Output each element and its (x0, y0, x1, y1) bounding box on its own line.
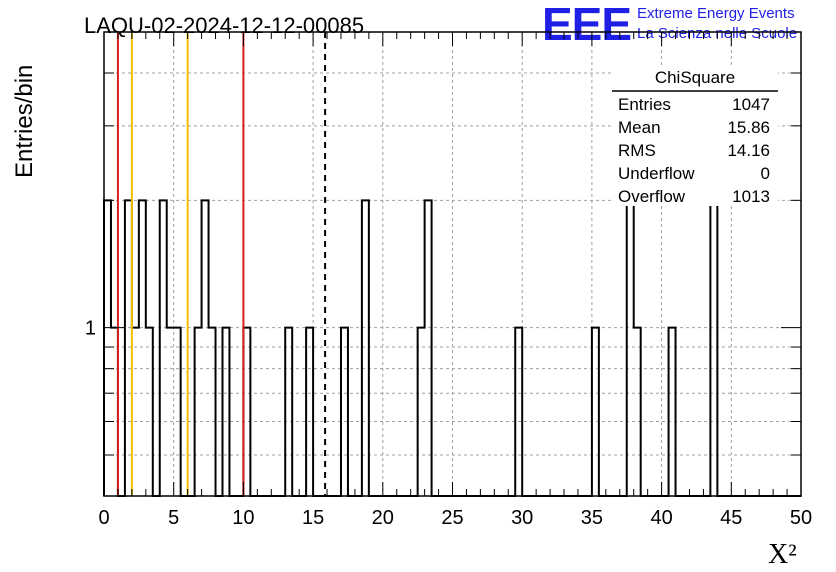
marker-lines (116, 32, 327, 496)
stats-box: ChiSquare Entries 1047 Mean 15.86 RMS 14.16 Und… (612, 66, 778, 206)
stats-box-bg (612, 66, 778, 206)
eee-logo-mark: EEE (542, 0, 631, 50)
stats-row-value: 1013 (732, 187, 770, 206)
histogram-bin (167, 328, 174, 496)
histogram-bin (139, 200, 146, 496)
histogram-bin (146, 328, 153, 496)
x-tick-label: 50 (790, 507, 812, 529)
chart-title: LAQU-02-2024-12-12-00085 (84, 13, 364, 38)
histogram-bin (195, 328, 202, 496)
histogram-bin (341, 328, 348, 496)
histogram-bin (592, 328, 599, 496)
y-ticks: 1 (85, 72, 801, 456)
stats-row-value: 0 (761, 164, 770, 183)
x-tick-label: 10 (232, 507, 254, 529)
x-tick-label: 5 (168, 507, 179, 529)
histogram-bin (627, 200, 634, 496)
histogram-bin (104, 200, 111, 496)
x-tick-label: 0 (98, 507, 109, 529)
x-axis-label: X² (768, 539, 797, 570)
x-tick-label: 40 (650, 507, 672, 529)
histogram-bin (362, 200, 369, 496)
x-tick-label: 45 (720, 507, 742, 529)
histogram-bin (125, 200, 132, 496)
y-tick-label: 1 (85, 318, 96, 340)
y-axis-label: Entries/bin (11, 65, 38, 178)
x-tick-label: 15 (302, 507, 324, 529)
histogram-bin (209, 328, 216, 496)
stats-row-value: 15.86 (727, 118, 770, 137)
histogram-bin (418, 328, 425, 496)
x-tick-label: 20 (372, 507, 394, 529)
stats-row-label: Entries (618, 95, 671, 114)
x-tick-label: 25 (441, 507, 463, 529)
histogram-bin (132, 328, 139, 496)
histogram-bin (222, 328, 229, 496)
histogram-bin (425, 200, 432, 496)
x-ticks: 0 5 10 15 20 25 30 35 40 45 50 (98, 32, 812, 529)
stats-row-label: Underflow (618, 164, 695, 183)
histogram-bin (710, 200, 717, 496)
histogram-bin (174, 328, 181, 496)
histogram-bin (515, 328, 522, 496)
eee-logo-line1: Extreme Energy Events (637, 5, 795, 22)
x-tick-label: 30 (511, 507, 533, 529)
stats-row-label: RMS (618, 141, 656, 160)
histogram-bin (634, 328, 641, 496)
histogram-bin (160, 200, 167, 496)
histogram-bin (306, 328, 313, 496)
histogram-bin (243, 328, 250, 496)
stats-row-value: 1047 (732, 95, 770, 114)
histogram-bin (202, 200, 209, 496)
x-tick-label: 35 (581, 507, 603, 529)
stats-row-label: Overflow (618, 187, 686, 206)
histogram-bin (111, 328, 118, 496)
stats-row-label: Mean (618, 118, 661, 137)
histogram-bin (285, 328, 292, 496)
stats-row-value: 14.16 (727, 141, 770, 160)
histogram-bin (669, 328, 676, 496)
stats-box-title: ChiSquare (655, 68, 735, 87)
